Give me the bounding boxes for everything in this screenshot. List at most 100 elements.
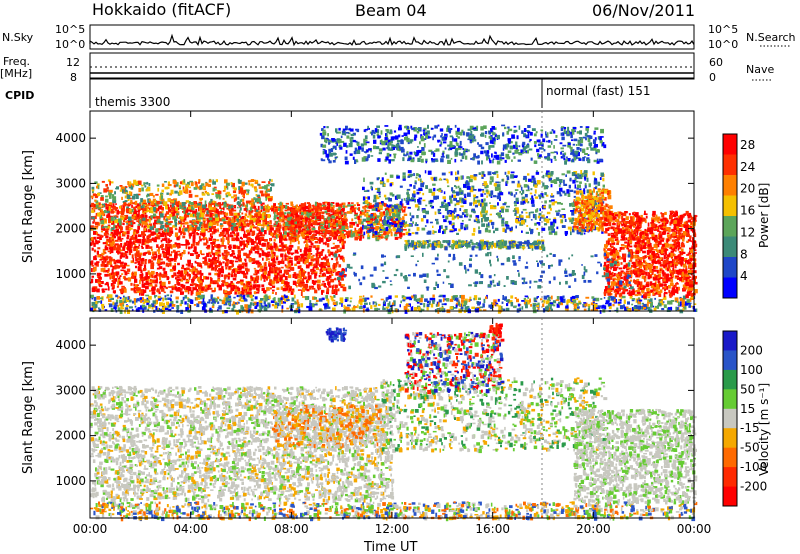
- scatter-cell: [175, 232, 178, 237]
- scatter-cell: [171, 200, 175, 202]
- scatter-cell: [589, 183, 591, 187]
- scatter-cell: [189, 190, 191, 193]
- scatter-cell: [171, 251, 173, 253]
- scatter-cell: [112, 207, 115, 210]
- scatter-cell: [128, 277, 131, 281]
- scatter-cell: [412, 232, 415, 234]
- scatter-cell: [427, 232, 430, 235]
- scatter-cell: [175, 222, 177, 227]
- scatter-cell: [423, 215, 426, 218]
- scatter-cell: [452, 194, 454, 197]
- scatter-cell: [267, 214, 270, 218]
- scatter-cell: [173, 180, 177, 184]
- scatter-cell: [180, 291, 184, 294]
- scatter-cell: [226, 285, 229, 287]
- scatter-cell: [275, 207, 278, 209]
- scatter-cell: [282, 217, 284, 219]
- scatter-cell: [238, 213, 240, 216]
- scatter-cell: [141, 185, 143, 187]
- scatter-cell: [138, 267, 141, 271]
- scatter-cell: [315, 248, 319, 250]
- scatter-cell: [220, 227, 222, 229]
- scatter-cell: [257, 262, 261, 264]
- scatter-cell: [166, 263, 169, 267]
- scatter-cell: [420, 183, 424, 187]
- scatter-cell: [113, 246, 115, 250]
- scatter-cell: [257, 224, 261, 226]
- scatter-cell: [307, 236, 310, 238]
- scatter-cell: [135, 246, 137, 248]
- scatter-cell: [358, 207, 360, 211]
- scatter-cell: [132, 196, 135, 200]
- scatter-cell: [276, 235, 278, 239]
- scatter-cell: [204, 237, 207, 239]
- scatter-cell: [267, 226, 270, 230]
- scatter-cell: [215, 192, 218, 194]
- scatter-cell: [405, 221, 407, 224]
- scatter-cell: [253, 274, 256, 276]
- scatter-cell: [222, 219, 226, 222]
- scatter-cell: [225, 213, 228, 216]
- scatter-cell: [516, 221, 520, 223]
- scatter-cell: [188, 207, 191, 210]
- scatter-cell: [241, 226, 244, 230]
- scatter-cell: [157, 259, 161, 263]
- scatter-cell: [266, 191, 268, 193]
- scatter-cell: [357, 202, 359, 204]
- scatter-cell: [345, 233, 347, 235]
- scatter-cell: [319, 288, 321, 290]
- scatter-cell: [575, 184, 577, 188]
- scatter-cell: [284, 231, 287, 235]
- scatter-cell: [167, 243, 170, 246]
- scatter-cell: [377, 177, 379, 180]
- scatter-cell: [449, 172, 451, 174]
- scatter-cell: [284, 212, 287, 214]
- scatter-cell: [555, 211, 558, 213]
- scatter-cell: [235, 289, 238, 292]
- scatter-cell: [550, 208, 552, 211]
- scatter-cell: [186, 245, 188, 249]
- scatter-cell: [199, 265, 202, 267]
- scatter-cell: [408, 240, 410, 243]
- scatter-cell: [216, 282, 219, 284]
- scatter-cell: [312, 228, 315, 231]
- scatter-cell: [402, 233, 405, 235]
- scatter-cell: [186, 184, 189, 187]
- scatter-cell: [568, 218, 571, 220]
- scatter-cell: [127, 235, 130, 237]
- scatter-cell: [255, 251, 258, 254]
- scatter-cell: [261, 206, 264, 209]
- scatter-cell: [100, 220, 104, 224]
- scatter-cell: [105, 184, 108, 187]
- scatter-cell: [497, 212, 501, 216]
- scatter-cell: [232, 232, 235, 234]
- scatter-cell: [103, 260, 105, 263]
- scatter-cell: [445, 204, 448, 207]
- scatter-cell: [177, 245, 179, 249]
- scatter-cell: [473, 195, 476, 198]
- scatter-cell: [151, 215, 153, 218]
- scatter-cell: [484, 181, 487, 184]
- scatter-cell: [240, 241, 243, 245]
- scatter-cell: [214, 226, 216, 229]
- scatter-cell: [130, 236, 133, 239]
- scatter-cell: [260, 248, 263, 250]
- scatter-cell: [161, 207, 164, 211]
- scatter-cell: [112, 288, 115, 290]
- scatter-cell: [355, 222, 357, 224]
- scatter-cell: [302, 234, 306, 238]
- scatter-cell: [505, 229, 507, 233]
- scatter-cell: [257, 237, 259, 240]
- scatter-cell: [571, 222, 573, 224]
- scatter-cell: [110, 243, 113, 247]
- scatter-cell: [276, 287, 279, 290]
- scatter-cell: [220, 232, 224, 236]
- scatter-cell: [367, 233, 369, 237]
- scatter-cell: [215, 214, 218, 217]
- scatter-cell: [569, 219, 573, 222]
- scatter-cell: [350, 210, 352, 214]
- scatter-cell: [186, 267, 190, 270]
- scatter-cell: [462, 220, 464, 222]
- scatter-cell: [115, 207, 118, 209]
- scatter-cell: [97, 193, 100, 196]
